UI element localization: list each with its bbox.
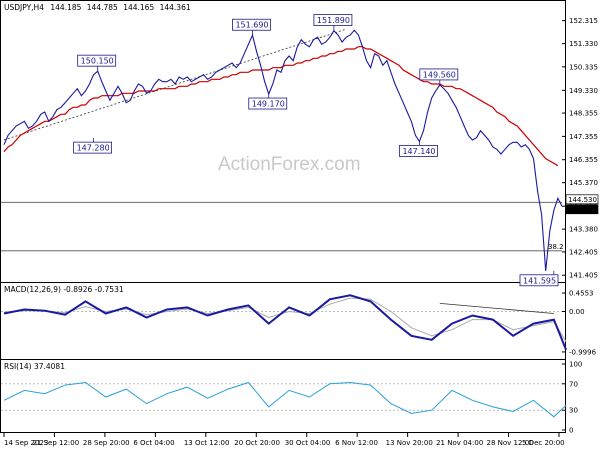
date-tick-label: 13 Oct 12:00 bbox=[184, 439, 230, 447]
moving-average-line bbox=[3, 46, 559, 167]
annotation-label: 150.150 bbox=[81, 57, 114, 66]
annotation-label: 151.690 bbox=[235, 21, 268, 30]
price-pane-close: 144.361 bbox=[160, 3, 191, 12]
price-tag-label: 144.361 bbox=[568, 206, 597, 214]
annotation-box bbox=[399, 144, 438, 157]
price-pane-title: USDJPY,H4 144.185 144.785 144.165 144.36… bbox=[4, 3, 191, 12]
date-tick-label: 14 Sep 2023 bbox=[4, 439, 48, 447]
rsi-y-tick-label: 30 bbox=[569, 407, 578, 415]
date-tick-label: 5 Dec 20:00 bbox=[522, 439, 565, 447]
price-y-tick-label: 142.405 bbox=[569, 248, 598, 256]
price-y-tick-label: 141.405 bbox=[569, 272, 598, 280]
price-line bbox=[3, 29, 563, 271]
macd-signal-line bbox=[3, 297, 567, 343]
rsi-pane-frame bbox=[0, 359, 566, 433]
rsi-y-tick-label: 70 bbox=[569, 380, 578, 388]
date-tick-label: 28 Nov 12:00 bbox=[487, 439, 534, 447]
price-y-tick-label: 145.370 bbox=[569, 179, 598, 187]
fib-level-label: 38.2 bbox=[548, 243, 564, 251]
annotation-box bbox=[419, 68, 459, 81]
annotation-label: 151.890 bbox=[317, 16, 350, 25]
rsi-pane-title: RSI(14) 37.4081 bbox=[4, 362, 65, 371]
annotation-box bbox=[313, 14, 353, 26]
price-pane-open: 144.185 bbox=[50, 3, 81, 12]
price-tag-label: 144.530 bbox=[568, 196, 597, 204]
macd-trendline bbox=[439, 302, 554, 314]
macd-pane-title: MACD(12,26,9) -0.8926 -0.7531 bbox=[4, 285, 124, 294]
annotation-label: 149.170 bbox=[252, 100, 285, 109]
price-pane-frame bbox=[0, 0, 566, 283]
date-tick-label: 28 Sep 20:00 bbox=[83, 439, 130, 447]
date-tick-label: 6 Oct 04:00 bbox=[133, 439, 174, 447]
price-y-tick-label: 150.335 bbox=[569, 63, 598, 71]
rsi-line bbox=[3, 381, 567, 418]
price-tag-box bbox=[565, 204, 599, 215]
price-pane-high: 144.785 bbox=[87, 3, 118, 12]
annotation-label: 149.560 bbox=[423, 70, 456, 79]
macd-y-tick-label: -0.9996 bbox=[569, 348, 597, 356]
rsi-pane: 100 70 30 0 bbox=[1, 361, 582, 435]
date-tick-label: 13 Nov 20:00 bbox=[386, 439, 433, 447]
price-pane: 152.315 151.330 150.335 149.330 148.355 147.3… bbox=[1, 14, 599, 287]
price-y-tick-label: 151.330 bbox=[569, 40, 598, 48]
date-tick-label: 21 Nov 04:00 bbox=[436, 439, 483, 447]
watermark: ActionForex.com bbox=[218, 154, 361, 175]
price-pane-symbol: USDJPY,H4 bbox=[4, 3, 44, 12]
price-y-tick-label: 149.330 bbox=[569, 87, 598, 95]
annotation-box bbox=[519, 274, 559, 287]
price-y-tick-label: 148.355 bbox=[569, 110, 598, 118]
macd-pane: 0.4553 0.00 -0.9996 bbox=[1, 290, 597, 356]
date-tick-label: 30 Oct 04:00 bbox=[285, 439, 331, 447]
price-y-tick-label: 143.380 bbox=[569, 226, 598, 234]
price-pane-low: 144.165 bbox=[123, 3, 154, 12]
annotation-box bbox=[73, 141, 113, 154]
macd-y-tick-label: 0.4553 bbox=[569, 290, 594, 298]
annotation-box bbox=[248, 97, 288, 110]
annotation-box bbox=[232, 18, 271, 31]
rsi-y-tick-label: 0 bbox=[569, 427, 573, 435]
annotation-label: 147.140 bbox=[402, 147, 435, 156]
date-tick-label: 20 Oct 20:00 bbox=[234, 439, 280, 447]
date-tick-label: 21 Sep 12:00 bbox=[32, 439, 79, 447]
price-y-tick-label: 146.355 bbox=[569, 156, 598, 164]
rsi-y-tick-label: 100 bbox=[569, 361, 582, 369]
annotation-label: 147.280 bbox=[77, 144, 110, 153]
price-y-tick-label: 152.315 bbox=[569, 17, 598, 25]
price-tag-box bbox=[565, 194, 599, 205]
macd-y-tick-label: 0.00 bbox=[569, 308, 585, 316]
macd-line bbox=[3, 294, 568, 351]
date-tick-label: 6 Nov 12:00 bbox=[335, 439, 378, 447]
annotation-label: 141.595 bbox=[523, 276, 556, 285]
price-y-tick-label: 147.355 bbox=[569, 133, 598, 141]
macd-pane-frame bbox=[0, 282, 566, 360]
annotation-box bbox=[77, 54, 117, 67]
